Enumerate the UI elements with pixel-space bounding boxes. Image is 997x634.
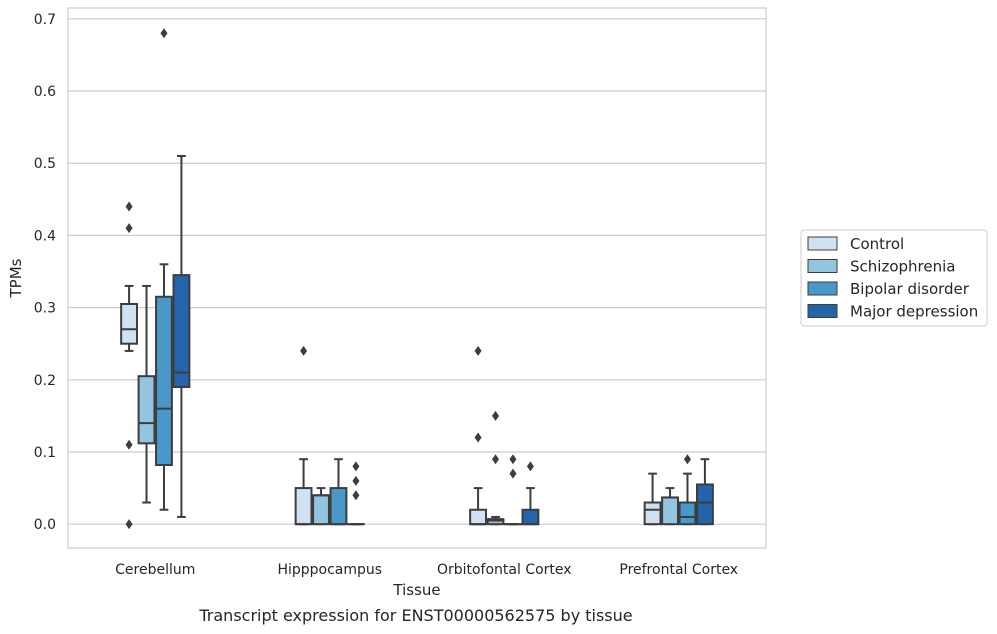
box-body xyxy=(486,518,505,526)
outlier-point xyxy=(300,345,308,356)
y-axis-ticks: 0.0 0.1 0.2 0.3 0.4 0.5 0.6 0.7 xyxy=(34,12,56,533)
box-body xyxy=(696,483,714,526)
plot-frame xyxy=(67,7,767,549)
box-body xyxy=(469,508,487,526)
box-bipolar-disorder xyxy=(678,454,697,526)
x-axis-label: Tissue xyxy=(392,581,440,599)
legend-swatch xyxy=(807,236,838,251)
box-body xyxy=(678,501,697,526)
box-body xyxy=(155,295,173,466)
outlier-point xyxy=(125,201,133,212)
box-schizophrenia xyxy=(137,284,156,504)
box-major-depression xyxy=(347,461,365,526)
y-tick-label: 0.2 xyxy=(34,373,56,389)
box-bipolar-disorder xyxy=(155,28,173,511)
box-body xyxy=(643,501,662,526)
legend-label: Schizophrenia xyxy=(850,258,955,276)
outlier-point xyxy=(683,454,691,465)
box-body xyxy=(137,375,156,445)
outlier-point xyxy=(125,439,133,450)
box-major-depression xyxy=(521,461,540,526)
outlier-point xyxy=(125,223,133,234)
outlier-point xyxy=(352,475,360,486)
box-body xyxy=(172,274,191,389)
x-tick-label: Orbitofontal Cortex xyxy=(437,562,572,578)
legend-swatch xyxy=(807,281,838,296)
box-schizophrenia xyxy=(486,410,505,526)
box-bipolar-disorder xyxy=(329,458,348,526)
box-body xyxy=(661,496,679,526)
outlier-point xyxy=(526,461,534,472)
outlier-point xyxy=(352,461,360,472)
y-tick-label: 0.1 xyxy=(34,445,56,461)
box-body xyxy=(521,508,540,526)
legend-frame xyxy=(800,229,988,327)
legend-label: Bipolar disorder xyxy=(850,280,970,298)
box-body xyxy=(312,494,330,526)
outlier-point xyxy=(474,432,482,443)
legend-label: Major depression xyxy=(850,303,978,321)
box-control xyxy=(294,345,313,526)
outlier-point xyxy=(352,490,360,501)
box-body xyxy=(329,487,348,526)
box-major-depression xyxy=(696,458,714,526)
box-schizophrenia xyxy=(312,487,330,526)
y-tick-label: 0.7 xyxy=(34,12,56,28)
outlier-point xyxy=(492,410,500,421)
box-control xyxy=(469,345,487,526)
y-axis-label: TPMs xyxy=(7,258,25,298)
x-axis-ticks: Cerebellum Hipppocampus Orbitofontal Corte… xyxy=(115,562,738,578)
outlier-point xyxy=(474,345,482,356)
chart-caption: Transcript expression for ENST0000056257… xyxy=(199,606,633,625)
legend-label: Control xyxy=(850,235,904,253)
box-bipolar-disorder xyxy=(504,454,522,526)
y-tick-label: 0.4 xyxy=(34,228,56,244)
x-tick-label: Cerebellum xyxy=(115,562,195,578)
y-tick-label: 0.3 xyxy=(34,301,56,317)
x-tick-label: Prefrontal Cortex xyxy=(619,562,738,578)
legend-swatch xyxy=(807,304,838,318)
y-tick-label: 0.0 xyxy=(34,517,56,533)
box-control xyxy=(643,472,662,526)
outlier-point xyxy=(160,28,168,39)
box-plot-area xyxy=(120,28,714,530)
y-tick-label: 0.5 xyxy=(34,156,56,172)
x-tick-label: Hipppocampus xyxy=(277,562,382,578)
box-body xyxy=(120,302,139,345)
outlier-point xyxy=(492,454,500,465)
outlier-point xyxy=(509,454,517,465)
outlier-point xyxy=(509,468,517,479)
legend-swatch xyxy=(807,259,838,273)
box-control xyxy=(120,201,139,530)
legend: Control Schizophrenia Bipolar disorder Majo… xyxy=(800,229,988,327)
box-body xyxy=(294,487,313,526)
y-tick-label: 0.6 xyxy=(34,84,56,100)
outlier-point xyxy=(125,519,133,530)
box-major-depression xyxy=(172,154,191,518)
box-schizophrenia xyxy=(661,487,679,526)
